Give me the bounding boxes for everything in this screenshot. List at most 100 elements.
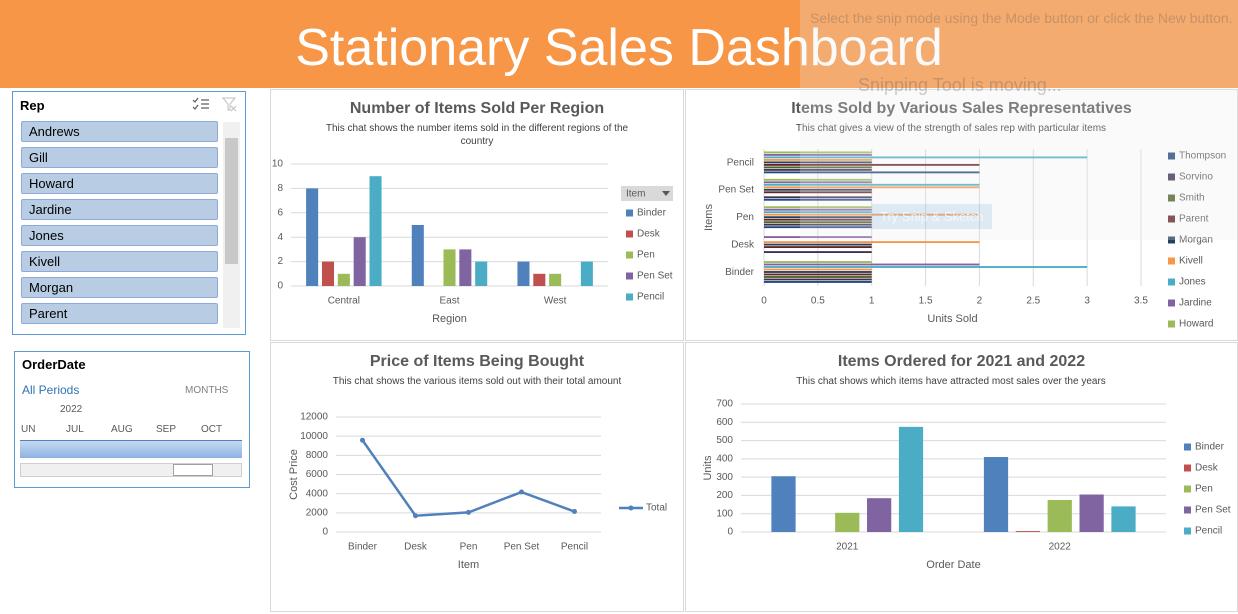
scroll-thumb[interactable] (173, 464, 213, 476)
bar (764, 271, 872, 273)
bar (764, 236, 872, 239)
slicer-item[interactable]: Jones (21, 225, 218, 246)
x-tick-label: 2021 (836, 542, 859, 553)
bar (764, 158, 872, 161)
legend-label: Desk (637, 229, 661, 240)
chart: 0 2000 4000 6000 8000 10000 12000 Binder Desk Pen… (288, 412, 667, 571)
legend-label: Pencil (1195, 526, 1222, 537)
bar (549, 273, 562, 286)
bar (771, 476, 796, 532)
chart-subtitle: This chat shows the number items sold in… (325, 123, 629, 147)
time-level[interactable]: MONTHS (185, 385, 229, 396)
legend-label: Desk (1195, 463, 1219, 474)
y-tick-label: Binder (725, 267, 755, 278)
bar (1015, 531, 1040, 532)
x-tick-label: 0.5 (811, 296, 825, 307)
legend-label: Sorvino (1179, 172, 1213, 183)
bar (764, 221, 872, 224)
bar (353, 237, 366, 286)
y-tick-label: 300 (716, 472, 733, 483)
slicer-item[interactable]: Howard (21, 173, 218, 194)
scroll-thumb[interactable] (225, 138, 238, 264)
legend-label: Smith (1179, 193, 1205, 204)
bar (764, 276, 872, 278)
legend-label: Pen Set (637, 271, 673, 282)
legend-swatch (1184, 527, 1191, 535)
bar (764, 153, 872, 156)
point (413, 513, 418, 519)
scrollbar[interactable] (223, 122, 240, 328)
legend-label: Howard (1179, 319, 1213, 330)
y-tick-label: 0 (727, 527, 733, 538)
legend-swatch (626, 230, 633, 238)
slicer-item[interactable]: Andrews (21, 121, 218, 142)
bar (764, 188, 872, 191)
legend-swatch (626, 293, 633, 301)
y-tick-label: Pen Set (718, 185, 754, 196)
bar (764, 171, 980, 174)
y-tick-label: 0 (277, 281, 283, 292)
y-tick-label: 200 (716, 490, 733, 501)
point (519, 489, 524, 495)
legend-label: Binder (1195, 442, 1225, 453)
bar (764, 161, 872, 164)
bar (764, 281, 872, 283)
timeline-scroll[interactable] (20, 463, 242, 477)
slicer-item[interactable]: Morgan (21, 277, 218, 298)
legend-label: Kivell (1179, 256, 1203, 267)
month-label: JUL (66, 424, 84, 435)
legend-swatch (1168, 194, 1175, 202)
bar (764, 268, 872, 271)
bar (764, 186, 980, 189)
legend-dropdown (662, 191, 670, 196)
bar (867, 498, 892, 532)
y-tick-label: Pencil (727, 157, 754, 168)
legend-swatch (626, 209, 633, 217)
year-label: 2022 (60, 404, 83, 415)
bar (337, 273, 350, 286)
legend-swatch (1184, 485, 1191, 493)
legend-label: Morgan (1179, 235, 1213, 246)
legend-swatch (1184, 443, 1191, 451)
bar (898, 426, 924, 532)
y-tick-label: 6000 (306, 469, 329, 480)
y-tick-label: Desk (731, 240, 755, 251)
y-tick-label: 700 (716, 399, 733, 410)
bar (411, 225, 424, 286)
bar (764, 191, 872, 194)
slicer-item[interactable]: Kivell (21, 251, 218, 272)
x-tick-label: Desk (404, 542, 428, 553)
x-tick-label: Pen (460, 542, 478, 553)
y-tick-label: 400 (716, 453, 733, 464)
bar (764, 168, 872, 171)
chart-title: Number of Items Sold Per Region (349, 100, 605, 117)
legend-swatch (1184, 464, 1191, 472)
bar (764, 198, 872, 201)
chart-panel: 0 2000 4000 6000 8000 10000 12000 Binder Desk Pen… (270, 342, 684, 612)
x-axis-title: Item (458, 559, 479, 571)
point (572, 509, 577, 515)
slicer-item[interactable]: Gill (21, 147, 218, 168)
all-periods[interactable]: All Periods (22, 383, 80, 397)
legend-title-box (621, 186, 673, 201)
month-label: UN (21, 424, 36, 435)
bar (764, 273, 872, 276)
slicer-item[interactable]: Jardine (21, 199, 218, 220)
x-tick-label: Pencil (561, 542, 588, 553)
bar (764, 241, 980, 244)
timeline-bar[interactable] (20, 440, 242, 458)
legend-swatch (1168, 152, 1175, 160)
y-tick-label: 8000 (306, 450, 329, 461)
legend-label: Binder (637, 208, 667, 219)
slicer-item[interactable]: Parent (21, 303, 218, 324)
y-tick-label: 2000 (306, 507, 329, 518)
slicer-title: Rep (20, 98, 45, 113)
bar (533, 273, 546, 286)
bar (1079, 494, 1104, 532)
x-tick-label: 1 (869, 296, 875, 307)
bar (764, 183, 980, 186)
bar (1047, 500, 1072, 532)
legend-label: Total (646, 503, 667, 514)
bar (764, 223, 872, 226)
y-axis-title: Units (702, 455, 714, 481)
